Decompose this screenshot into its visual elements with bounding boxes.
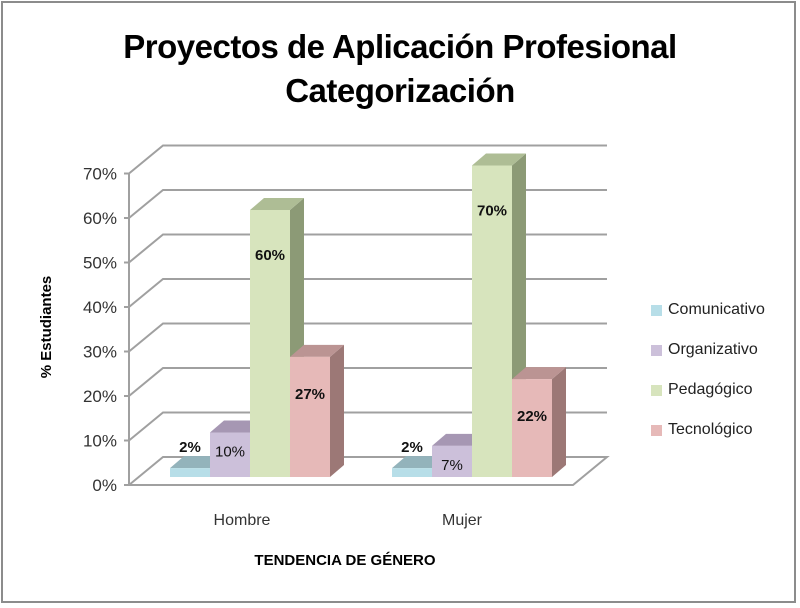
data-label: 60% (255, 247, 285, 264)
y-tick-label: 20% (83, 387, 117, 406)
legend-swatch-icon (651, 424, 662, 436)
bar-side (330, 344, 344, 477)
y-tick-label: 50% (83, 254, 117, 273)
bar-comunicativo (392, 468, 432, 477)
data-label: 70% (477, 203, 507, 220)
x-category-mujer: Mujer (441, 512, 482, 529)
x-axis-label: TENDENCIA DE GÉNERO (254, 552, 436, 569)
chart-title-line1: Proyectos de Aplicación Profesional (123, 28, 677, 65)
data-label: 2% (401, 439, 423, 456)
bar-pedagógico (472, 165, 512, 477)
data-label: 27% (295, 386, 325, 403)
legend-item-organizativo[interactable]: Organizativo (651, 330, 765, 370)
gridline (128, 189, 607, 219)
bar-top (290, 344, 344, 357)
chart-title-line2: Categorización (285, 72, 515, 109)
data-label: 2% (179, 439, 201, 456)
bar-comunicativo (170, 468, 210, 477)
floor (126, 456, 610, 486)
y-axis-label: % Estudiantes (38, 275, 55, 379)
x-category-hombre: Hombre (213, 512, 271, 529)
bar-top (512, 367, 566, 380)
data-label: 22% (517, 408, 547, 425)
bar-top (472, 153, 526, 166)
gridline (128, 278, 607, 308)
legend-item-tecnologico[interactable]: Tecnológico (651, 410, 765, 450)
gridline (128, 411, 607, 442)
legend-swatch-icon (651, 384, 662, 396)
bar-top (250, 198, 304, 210)
y-tick-label: 0% (92, 476, 117, 495)
gridline (128, 322, 607, 353)
bar-pedagógico (250, 210, 290, 477)
y-tick-label: 40% (83, 298, 117, 317)
y-tick-label: 60% (83, 209, 117, 228)
legend-label: Organizativo (668, 341, 758, 358)
bar-tecnológico (512, 379, 552, 477)
bar-organizativo (210, 432, 250, 477)
y-tick-label: 70% (83, 165, 117, 184)
data-label: 7% (441, 457, 463, 474)
gridline (128, 144, 607, 175)
y-tick-label: 10% (83, 432, 117, 451)
bar-organizativo (432, 445, 472, 477)
legend-label: Comunicativo (668, 301, 765, 318)
legend: Comunicativo Organizativo Pedagógico Tec… (651, 290, 765, 450)
bar-tecnológico (290, 356, 330, 477)
legend-item-pedagogico[interactable]: Pedagógico (651, 370, 765, 410)
gridline (128, 233, 607, 264)
legend-swatch-icon (651, 344, 662, 356)
gridline (128, 367, 607, 397)
data-label: 10% (215, 444, 245, 461)
legend-label: Tecnológico (668, 421, 753, 438)
legend-item-comunicativo[interactable]: Comunicativo (651, 290, 765, 330)
legend-label: Pedagógico (668, 381, 753, 398)
y-tick-label: 30% (83, 343, 117, 362)
bar-side (552, 367, 566, 477)
legend-swatch-icon (651, 304, 662, 316)
